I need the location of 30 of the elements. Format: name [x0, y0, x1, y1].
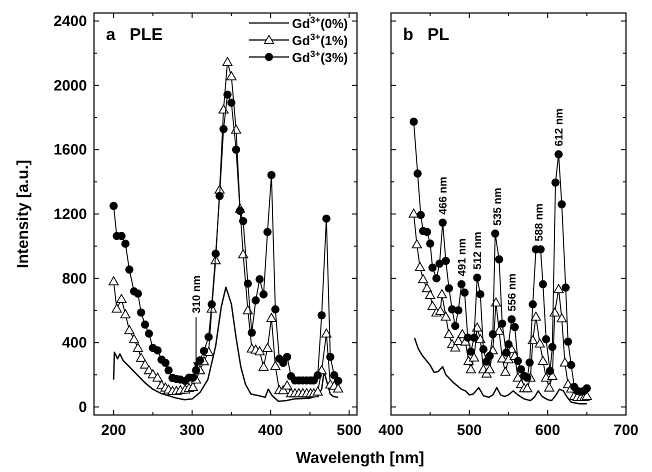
- x-tick-label: 200: [101, 422, 126, 439]
- x-tick-label: 300: [180, 422, 205, 439]
- x-tick-label: 700: [613, 422, 639, 439]
- annotation: 491 nm: [456, 238, 468, 276]
- text: b PL: [403, 25, 450, 44]
- annotation: 588 nm: [533, 203, 546, 242]
- y-axis-title: Intensity [a.u.]: [15, 160, 32, 268]
- x-tick-label: 600: [535, 422, 560, 439]
- annotation: 612 nm: [554, 108, 566, 146]
- x-axis-title: Wavelength [nm]: [296, 450, 424, 467]
- legend-label: Gd$^{3+}$(1%): [292, 32, 348, 48]
- annotation: 535 nm: [492, 187, 504, 226]
- y-tick-label: 2400: [54, 13, 87, 30]
- y-tick-label: 400: [62, 334, 87, 352]
- annotation: 556 nm: [506, 273, 519, 312]
- x-tick-label: 400: [378, 422, 404, 439]
- annotation: 512 nm: [472, 232, 484, 270]
- legend-label: Gd$^{3+}$(0%): [292, 15, 348, 31]
- y-tick-label: 0: [78, 398, 87, 416]
- x-tick-label: 400: [258, 422, 284, 439]
- x-tick-label: 500: [456, 422, 482, 439]
- annotation: 466 nm: [438, 176, 450, 215]
- y-tick-label: 1600: [54, 142, 87, 159]
- y-tick-label: 800: [62, 270, 87, 288]
- annotation: 310 nm: [191, 275, 204, 314]
- y-tick-label: 2000: [54, 77, 87, 94]
- x-tick-label: 500: [336, 422, 362, 439]
- legend-label: Gd$^{3+}$(3%): [292, 49, 348, 65]
- text: a PLE: [106, 25, 163, 44]
- y-tick-label: 1200: [54, 206, 87, 223]
